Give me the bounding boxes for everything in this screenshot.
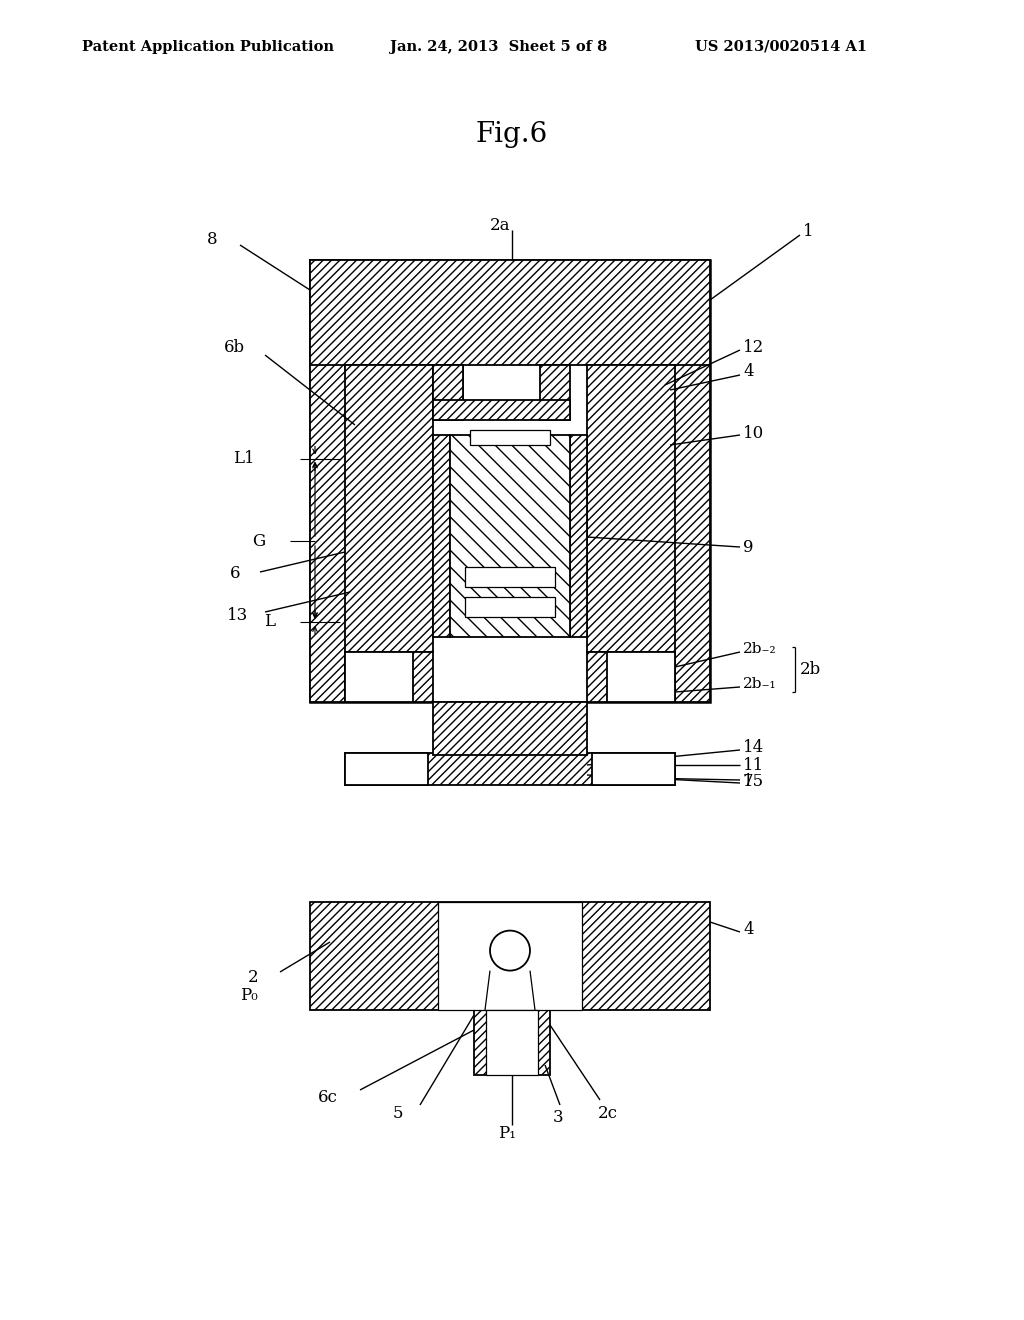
Bar [345,652,433,702]
Text: 2b₋₂: 2b₋₂ [743,642,776,656]
Polygon shape [310,260,375,702]
Text: 6c: 6c [318,1089,338,1106]
Bar [465,568,555,587]
Text: 6: 6 [229,565,240,582]
Text: Fig.6: Fig.6 [476,121,548,149]
Text: 15: 15 [743,774,764,791]
Bar [310,902,710,1010]
Text: 3: 3 [553,1109,563,1126]
Text: L: L [264,614,275,631]
Text: 2b₋₁: 2b₋₁ [743,677,776,690]
Bar [438,902,582,1010]
Bar [433,400,570,420]
Text: 2: 2 [248,969,258,986]
Text: US 2013/0020514 A1: US 2013/0020514 A1 [695,40,867,54]
Bar [587,366,675,652]
Bar [474,1010,550,1074]
Text: L1: L1 [233,450,255,467]
Text: 14: 14 [743,738,764,755]
Text: 10: 10 [743,425,764,441]
Text: 13: 13 [226,607,248,624]
Text: 1: 1 [803,223,814,240]
Text: Jan. 24, 2013  Sheet 5 of 8: Jan. 24, 2013 Sheet 5 of 8 [390,40,607,54]
Text: 4: 4 [743,363,754,380]
Bar [540,366,570,420]
Bar [465,597,555,616]
Text: 6b: 6b [224,338,245,355]
Bar [587,652,675,702]
Bar [433,702,587,755]
Text: 7: 7 [743,772,754,789]
Text: 4: 4 [743,921,754,939]
Text: 9: 9 [743,539,754,556]
Bar [607,652,675,702]
Text: 12: 12 [743,338,764,355]
Polygon shape [645,260,710,702]
Text: 2b: 2b [800,661,821,678]
Text: Patent Application Publication: Patent Application Publication [82,40,334,54]
Bar [310,260,710,702]
Text: P₀: P₀ [241,986,258,1003]
Bar [345,752,428,785]
Bar [345,652,413,702]
Text: 2c: 2c [598,1105,618,1122]
Bar [592,752,675,785]
Text: 2a: 2a [489,216,510,234]
Circle shape [490,931,530,970]
Bar [450,436,570,638]
Bar [486,1010,538,1074]
Bar [310,260,710,366]
Text: 11: 11 [743,756,764,774]
Text: 5: 5 [393,1105,403,1122]
Bar [433,366,463,420]
Text: 8: 8 [208,231,218,248]
Bar [433,436,450,638]
Bar [345,366,433,652]
Bar [570,436,587,638]
Text: G: G [252,532,265,549]
Bar [433,366,463,420]
Bar [470,430,550,445]
Bar [345,752,675,785]
Text: P₁: P₁ [498,1125,516,1142]
